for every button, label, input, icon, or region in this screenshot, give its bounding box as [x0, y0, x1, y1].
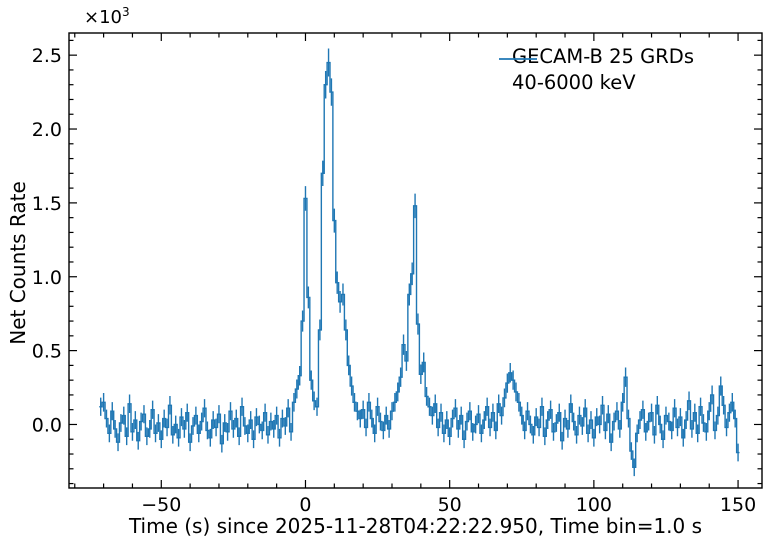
offset-base: ×10: [84, 7, 122, 28]
offset-exponent: 3: [122, 5, 130, 19]
y-axis-offset-text: ×103: [84, 5, 130, 28]
x-tick-label: 150: [720, 494, 756, 516]
x-tick-label: −50: [141, 494, 181, 516]
legend-label-line2: 40-6000 keV: [512, 71, 636, 94]
y-tick-label: 2.0: [32, 119, 62, 141]
y-tick-label: 1.5: [32, 193, 62, 215]
legend: GECAM-B 25 GRDs 40-6000 keV: [496, 44, 694, 96]
y-tick-label: 0.0: [32, 414, 62, 436]
legend-labels: GECAM-B 25 GRDs 40-6000 keV: [512, 44, 694, 96]
x-axis-label: Time (s) since 2025-11-28T04:22:22.950, …: [128, 514, 703, 538]
y-tick-label: 1.0: [32, 267, 62, 289]
legend-label-line1: GECAM-B 25 GRDs: [512, 45, 694, 68]
y-axis-label: Net Counts Rate: [6, 181, 30, 345]
x-tick-label: 50: [438, 494, 462, 516]
x-tick-label: 0: [299, 494, 311, 516]
y-tick-label: 0.5: [32, 341, 62, 363]
x-tick-label: 100: [576, 494, 612, 516]
y-tick-label: 2.5: [32, 45, 62, 67]
lightcurve-line: [99, 61, 740, 469]
errorbar-path: [100, 48, 739, 477]
legend-line-icon: [499, 58, 537, 60]
axes-spines: [68, 32, 763, 489]
